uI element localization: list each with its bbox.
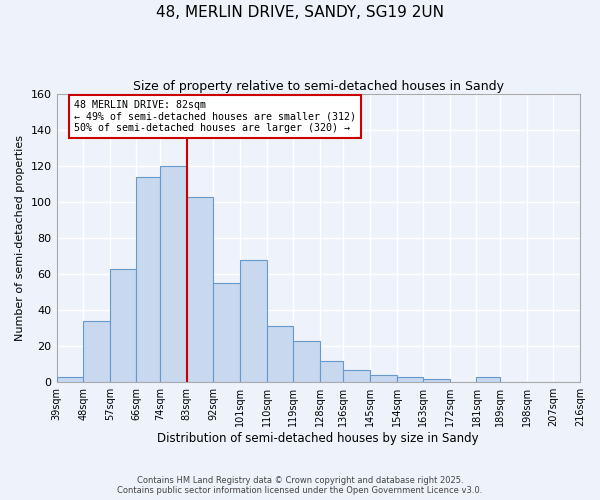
Bar — [370, 375, 397, 382]
Bar — [110, 269, 136, 382]
Bar — [136, 177, 160, 382]
Y-axis label: Number of semi-detached properties: Number of semi-detached properties — [15, 135, 25, 341]
Bar — [56, 377, 83, 382]
X-axis label: Distribution of semi-detached houses by size in Sandy: Distribution of semi-detached houses by … — [157, 432, 479, 445]
Title: Size of property relative to semi-detached houses in Sandy: Size of property relative to semi-detach… — [133, 80, 504, 93]
Bar — [423, 378, 450, 382]
Bar — [476, 377, 500, 382]
Bar — [187, 197, 213, 382]
Bar — [213, 283, 240, 382]
Text: Contains HM Land Registry data © Crown copyright and database right 2025.
Contai: Contains HM Land Registry data © Crown c… — [118, 476, 482, 495]
Text: 48, MERLIN DRIVE, SANDY, SG19 2UN: 48, MERLIN DRIVE, SANDY, SG19 2UN — [156, 5, 444, 20]
Bar — [293, 341, 320, 382]
Bar — [397, 377, 423, 382]
Bar — [240, 260, 266, 382]
Text: 48 MERLIN DRIVE: 82sqm
← 49% of semi-detached houses are smaller (312)
50% of se: 48 MERLIN DRIVE: 82sqm ← 49% of semi-det… — [74, 100, 356, 133]
Bar — [320, 360, 343, 382]
Bar — [83, 321, 110, 382]
Bar — [343, 370, 370, 382]
Bar — [160, 166, 187, 382]
Bar — [266, 326, 293, 382]
